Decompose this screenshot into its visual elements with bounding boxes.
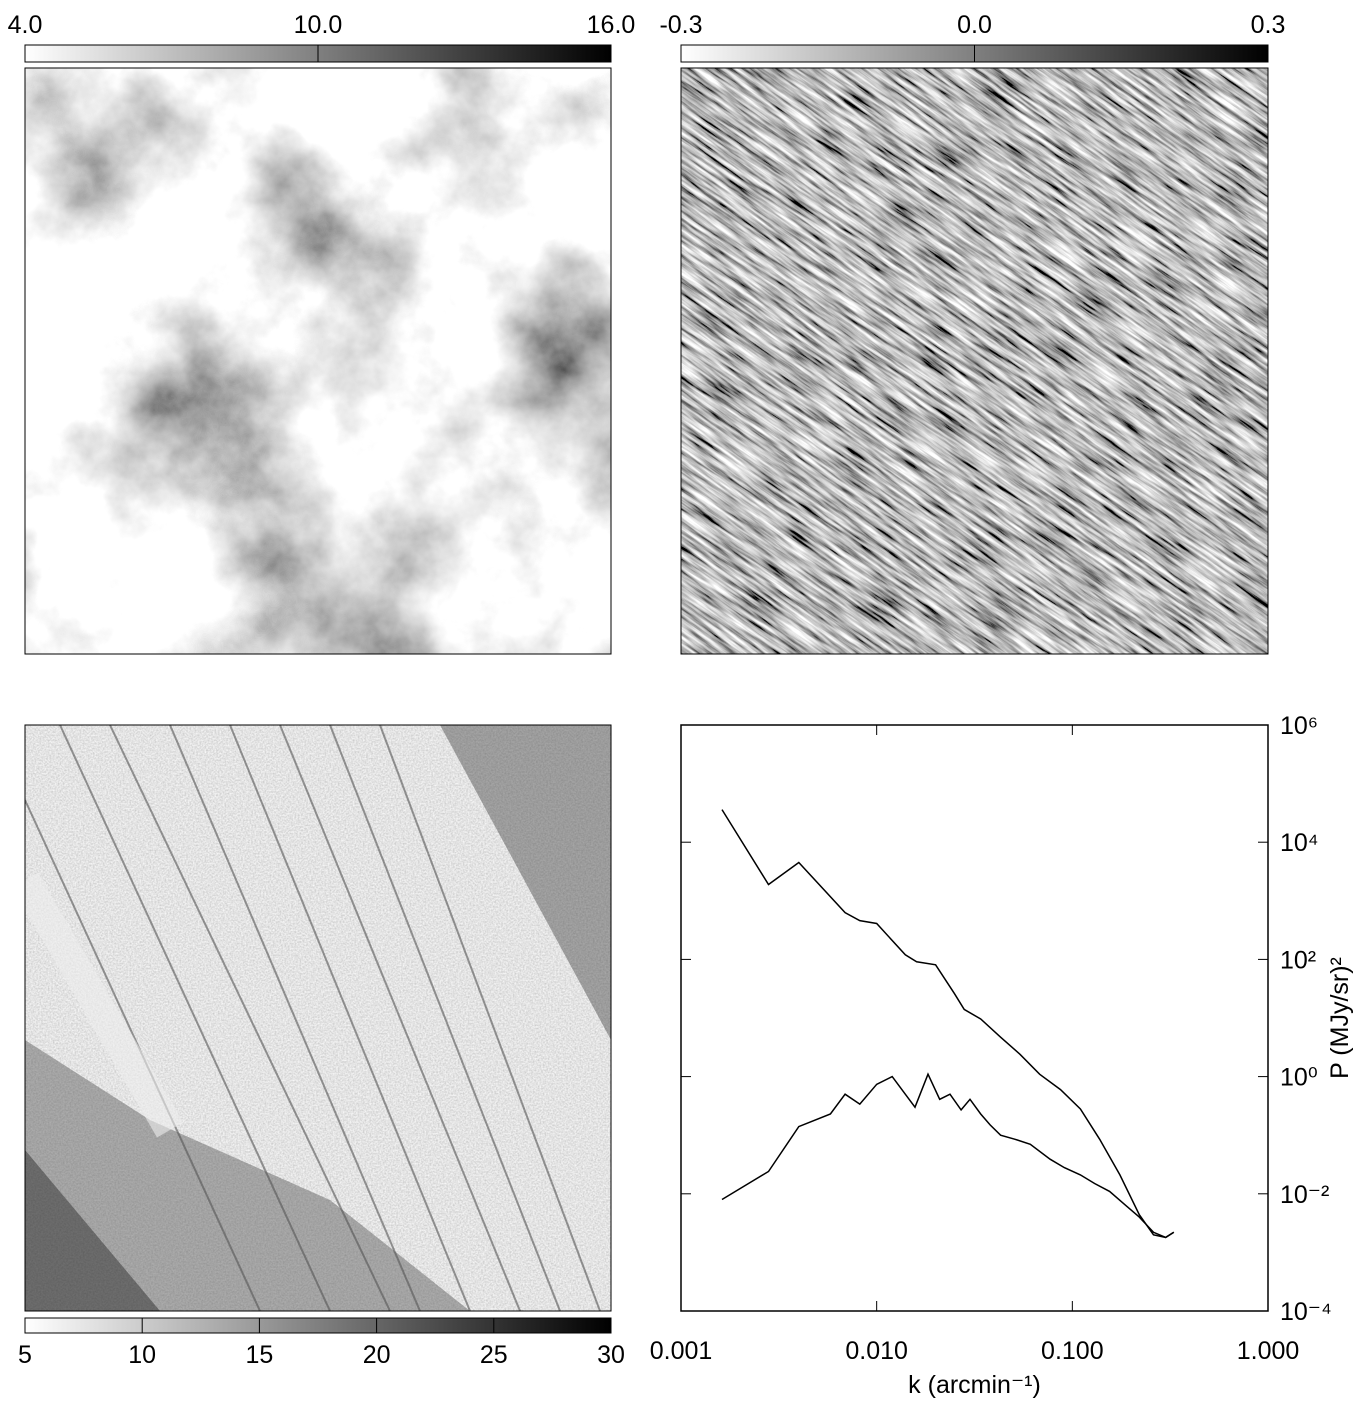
x-tick-label: 0.100	[1041, 1337, 1104, 1365]
y-tick-label: 10⁻⁴	[1280, 1298, 1332, 1326]
colorbar	[24, 1317, 612, 1334]
colorbar-tick-label: 15	[245, 1341, 273, 1369]
y-tick-label: 10⁻²	[1280, 1181, 1329, 1209]
colorbar-tick-label: 25	[480, 1341, 508, 1369]
y-tick-label: 10⁰	[1280, 1064, 1318, 1092]
image-frame	[24, 724, 612, 1312]
colorbar-tick-label: 10	[128, 1341, 156, 1369]
colorbar-tick-label: 5	[18, 1341, 32, 1369]
colorbar-tick-label: 16.0	[587, 11, 636, 39]
image-panel	[681, 68, 1268, 654]
colorbar-tick-label: 10.0	[294, 11, 343, 39]
image-frame	[680, 67, 1269, 655]
x-tick-label: 0.010	[845, 1337, 908, 1365]
plot-frame	[680, 724, 1269, 1312]
image-frame	[24, 67, 612, 655]
data-line	[721, 1072, 1175, 1239]
colorbar-tick-label: 4.0	[8, 11, 43, 39]
data-line	[721, 809, 1175, 1239]
y-tick-label: 10⁶	[1280, 712, 1318, 740]
y-tick-label: 10⁴	[1280, 829, 1319, 857]
colorbar-tick-label: 0.3	[1251, 11, 1286, 39]
x-tick-label: 0.001	[650, 1337, 713, 1365]
y-axis-label: P (MJy/sr)²	[1326, 957, 1354, 1079]
colorbar-tick-label: -0.3	[659, 11, 702, 39]
x-tick-label: 1.000	[1237, 1337, 1300, 1365]
y-tick-label: 10²	[1280, 946, 1316, 974]
colorbar-tick-label: 0.0	[957, 11, 992, 39]
image-panel	[25, 725, 611, 1311]
colorbar-tick-label: 20	[363, 1341, 391, 1369]
image-panel	[25, 68, 611, 654]
colorbar-tick-label: 30	[597, 1341, 625, 1369]
x-axis-label: k (arcmin⁻¹)	[908, 1371, 1041, 1399]
